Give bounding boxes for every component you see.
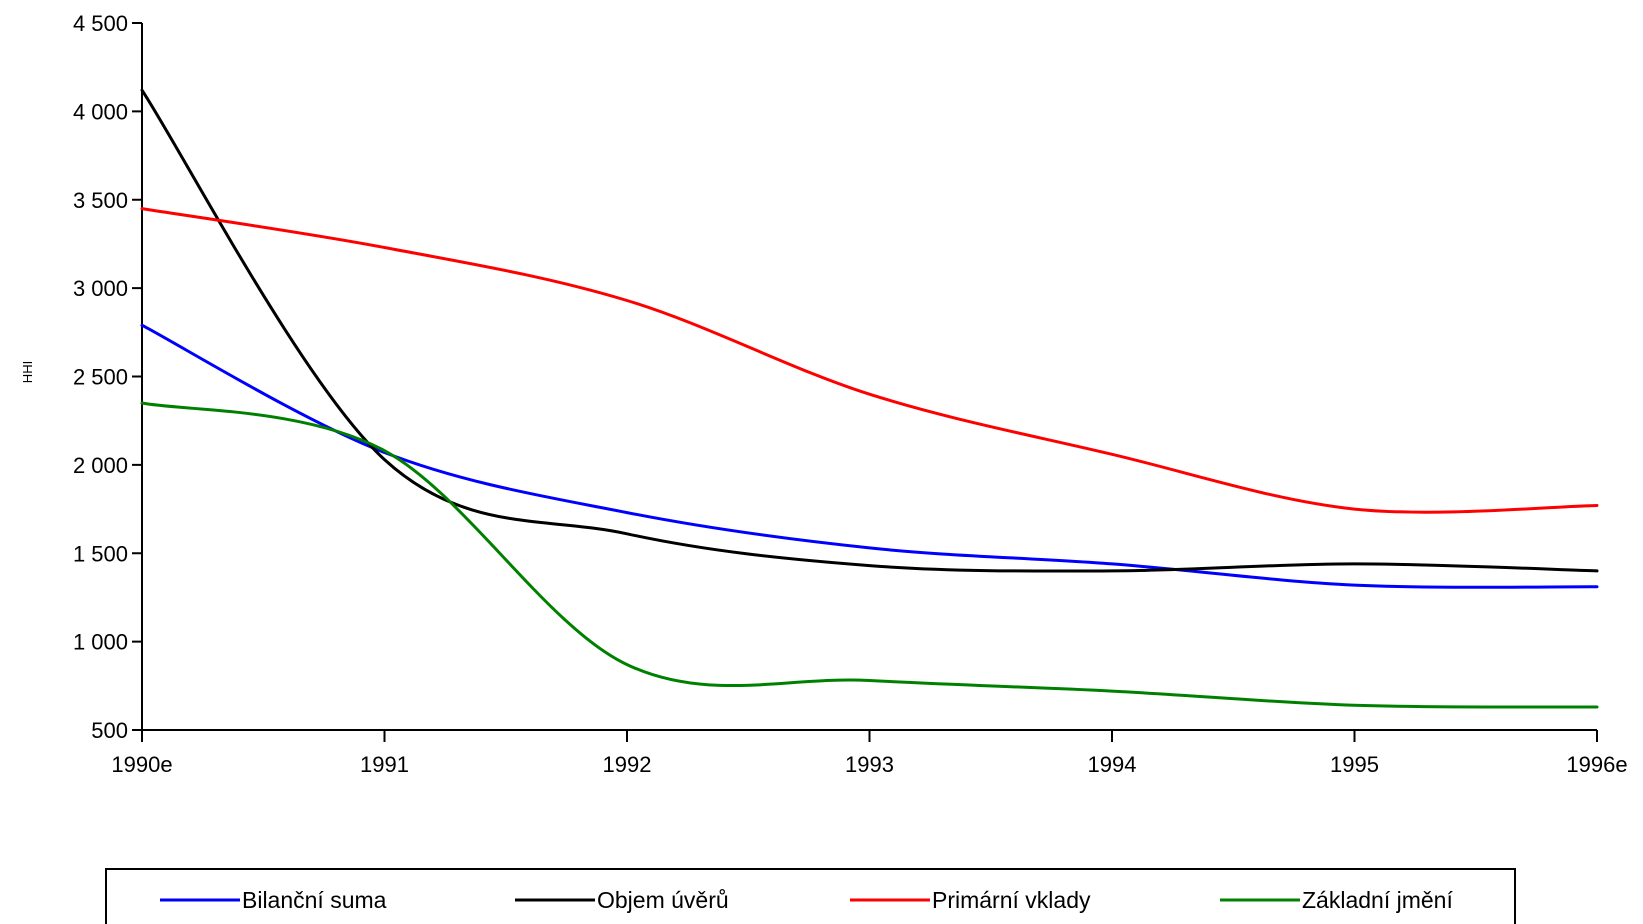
series-group	[140, 88, 1599, 709]
axes: 500 1 000 1 500 2 000 2 500 3 000 3 500 4 000 4 …	[73, 11, 1628, 777]
series-line-3	[140, 401, 1599, 709]
x-tick-label: 1996e	[1566, 752, 1627, 777]
x-tick-label: 1992	[603, 752, 652, 777]
series-line-1	[140, 88, 1599, 573]
x-tick-label: 1990e	[111, 752, 172, 777]
legend-box	[105, 868, 1516, 924]
x-tick-label: 1995	[1330, 752, 1379, 777]
y-tick-label: 2 000	[73, 453, 128, 478]
legend: Bilanční suma Objem úvěrů Primární vklady Z…	[105, 868, 1516, 924]
legend-label: Primární vklady	[932, 887, 1091, 913]
y-ticks: 500 1 000 1 500 2 000 2 500 3 000 3 500 4 000 4 …	[73, 11, 142, 743]
y-tick-label: 3 000	[73, 276, 128, 301]
x-tick-label: 1993	[845, 752, 894, 777]
y-tick-label: 3 500	[73, 188, 128, 213]
y-tick-label: 1 000	[73, 630, 128, 655]
legend-label: Objem úvěrů	[597, 887, 729, 913]
y-tick-label: 500	[91, 718, 128, 743]
legend-label: Bilanční suma	[242, 887, 387, 913]
y-tick-label: 4 000	[73, 99, 128, 124]
series-line-2	[140, 207, 1599, 514]
y-tick-label: 2 500	[73, 365, 128, 390]
y-tick-label: 4 500	[73, 11, 128, 36]
x-ticks: 1990e 1991 1992 1993 1994 1995 1996e	[111, 730, 1628, 777]
y-tick-label: 1 500	[73, 541, 128, 566]
series-line-0	[140, 323, 1599, 589]
x-tick-label: 1994	[1088, 752, 1137, 777]
legend-label: Základní jmění	[1302, 887, 1453, 913]
legend-items: Bilanční suma Objem úvěrů Primární vklady Z…	[160, 887, 1453, 913]
x-tick-label: 1991	[360, 752, 409, 777]
y-axis-title: HHI	[20, 361, 35, 383]
